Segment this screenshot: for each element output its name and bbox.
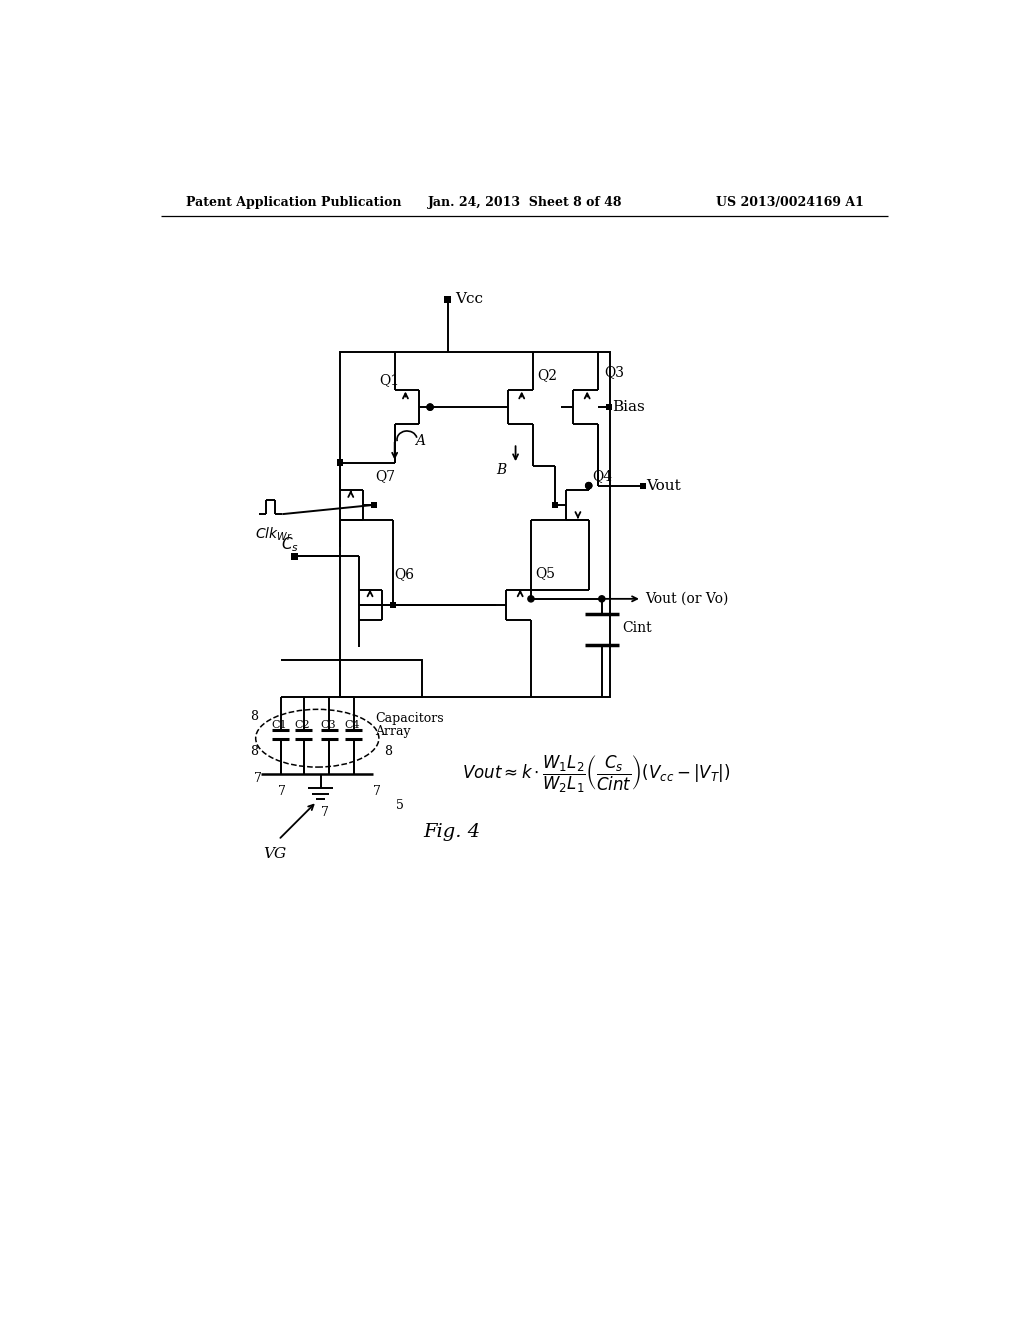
- Bar: [291, 553, 298, 560]
- Text: Q7: Q7: [376, 469, 395, 483]
- Text: C4: C4: [345, 721, 360, 730]
- Circle shape: [427, 404, 433, 411]
- Text: 7: 7: [373, 785, 381, 797]
- Text: 8: 8: [250, 710, 258, 723]
- Text: C3: C3: [319, 721, 336, 730]
- Text: Capacitors: Capacitors: [376, 713, 444, 726]
- Text: Q4: Q4: [593, 469, 612, 483]
- Text: 7: 7: [321, 807, 329, 820]
- Text: Cint: Cint: [622, 622, 651, 635]
- Text: Patent Application Publication: Patent Application Publication: [186, 195, 401, 209]
- Text: Q6: Q6: [394, 568, 415, 581]
- Bar: [390, 602, 396, 609]
- Text: Q1: Q1: [379, 374, 399, 387]
- Text: C2: C2: [295, 721, 310, 730]
- Bar: [640, 483, 646, 488]
- Circle shape: [528, 595, 535, 602]
- Text: A: A: [415, 434, 425, 447]
- Text: Jan. 24, 2013  Sheet 8 of 48: Jan. 24, 2013 Sheet 8 of 48: [428, 195, 622, 209]
- Text: $Clk_{Wr}$: $Clk_{Wr}$: [255, 525, 293, 543]
- Text: Vout: Vout: [646, 479, 680, 492]
- Bar: [340, 352, 609, 697]
- Text: $C_s$: $C_s$: [282, 536, 299, 554]
- Bar: [371, 502, 377, 508]
- Circle shape: [599, 595, 605, 602]
- Text: US 2013/0024169 A1: US 2013/0024169 A1: [716, 195, 863, 209]
- Text: 5: 5: [396, 799, 404, 812]
- Text: 8: 8: [384, 744, 392, 758]
- Bar: [605, 404, 611, 411]
- Text: 8: 8: [250, 744, 258, 758]
- Text: $Vout \approx k \cdot \dfrac{W_1 L_2}{W_2 L_1}\left(\dfrac{C_s}{Cint}\right)\lef: $Vout \approx k \cdot \dfrac{W_1 L_2}{W_…: [462, 754, 730, 795]
- Text: Vout (or Vo): Vout (or Vo): [645, 591, 728, 606]
- Circle shape: [427, 404, 433, 411]
- Text: Vcc: Vcc: [455, 292, 482, 306]
- Text: Bias: Bias: [611, 400, 644, 414]
- Text: 7: 7: [254, 772, 261, 785]
- Text: Fig. 4: Fig. 4: [423, 824, 480, 841]
- Text: 7: 7: [279, 785, 286, 797]
- Bar: [552, 502, 558, 508]
- Text: B: B: [497, 463, 507, 478]
- Bar: [340, 660, 422, 697]
- Text: Q2: Q2: [538, 368, 557, 381]
- Text: Q3: Q3: [604, 366, 624, 379]
- Bar: [444, 296, 452, 302]
- Text: C1: C1: [271, 721, 287, 730]
- Text: Q5: Q5: [536, 566, 556, 579]
- Bar: [337, 459, 343, 466]
- Circle shape: [586, 483, 592, 488]
- Circle shape: [586, 483, 592, 488]
- Text: Array: Array: [376, 725, 411, 738]
- Text: VG: VG: [263, 846, 286, 861]
